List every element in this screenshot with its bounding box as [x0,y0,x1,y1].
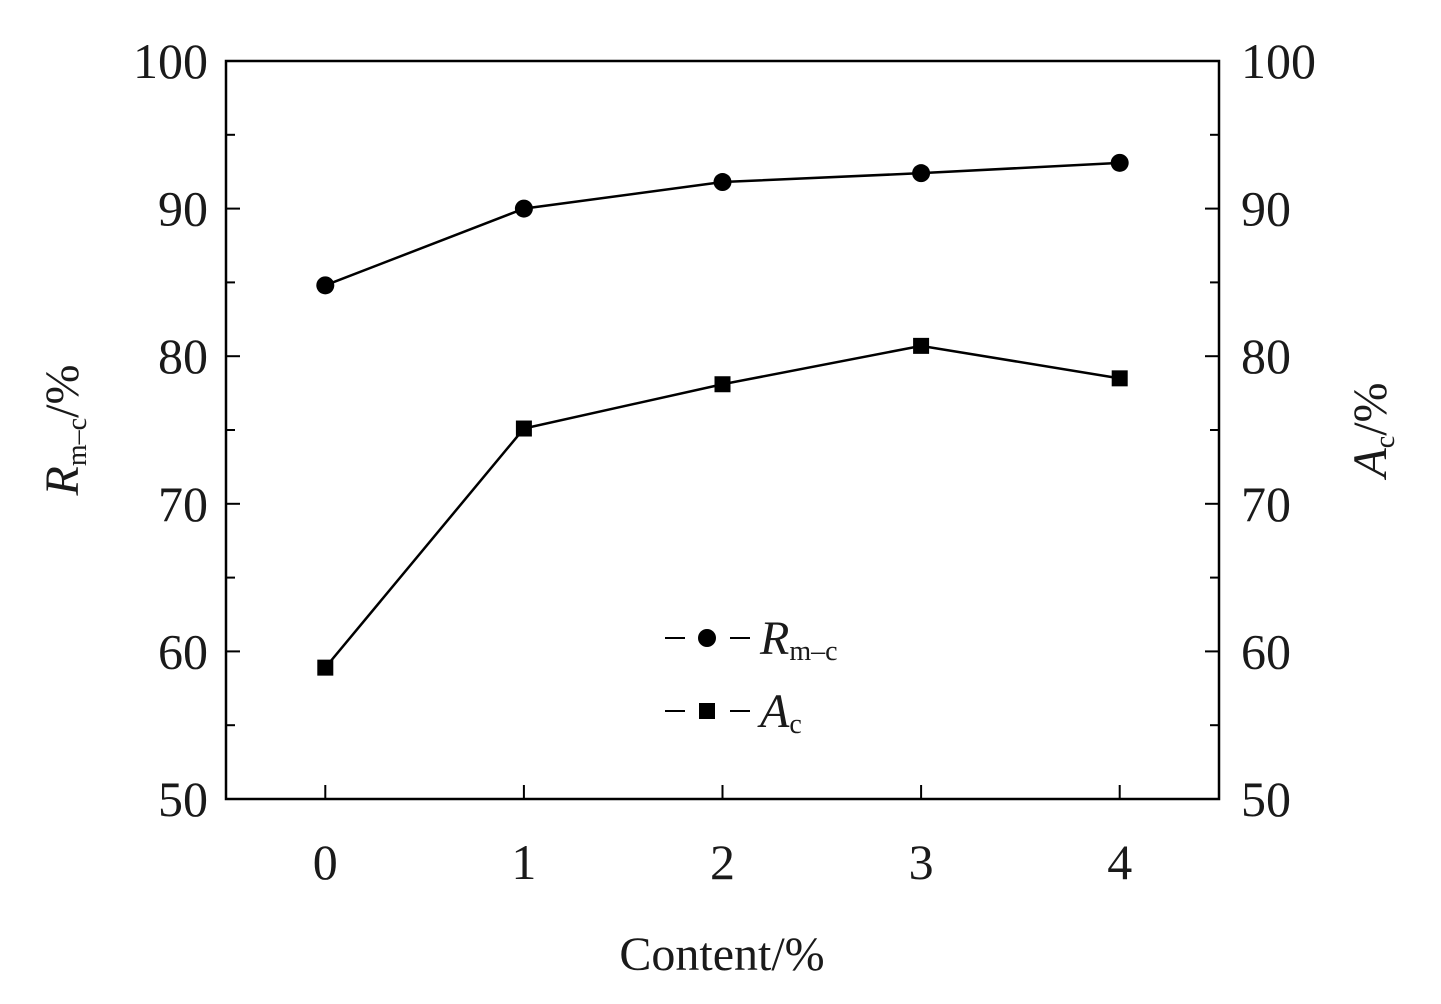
data-point-1 [317,659,334,676]
x-tick-label: 0 [313,834,338,890]
y-axis-title-right-suffix: /% [1344,382,1397,435]
legend-label-1-sub: c [789,709,801,740]
y-tick-label-right: 70 [1241,476,1291,532]
markers [316,153,1129,676]
y-tick-label-left: 90 [158,181,208,237]
data-point-0 [912,164,931,183]
y-tick-label-right: 60 [1241,623,1291,679]
data-point-0 [514,199,533,218]
legend-label-1: Ac [757,685,802,740]
y-tick-label-left: 60 [158,623,208,679]
data-point-1 [1111,370,1128,387]
x-tick-label: 1 [511,834,536,890]
legend-item-1: Ac [665,685,802,740]
y-tick-label-right: 90 [1241,181,1291,237]
data-point-1 [515,420,532,437]
y-tick-label-right: 50 [1241,771,1291,827]
x-tick-label: 3 [909,834,934,890]
legend-label-0-main: R [759,612,789,665]
y-axis-title-left-main: R [36,466,89,496]
data-point-0 [1110,153,1129,172]
y-tick-label-left: 80 [158,328,208,384]
plot-frame [224,59,1221,801]
x-tick-label: 4 [1107,834,1132,890]
legend-item-0: Rm–c [665,612,838,667]
ticks [226,133,1219,799]
data-point-0 [713,173,732,192]
y-axis-title-right-sub: c [1370,436,1401,448]
series-lines [324,161,1120,669]
tick-labels: 50 50 60 60 70 70 80 80 90 90 100 100 0 1 2 3 4 [133,33,1316,890]
y-tick-label-left: 100 [133,33,208,89]
y-tick-label-left: 70 [158,476,208,532]
y-axis-title-right: Ac/% [1344,382,1401,480]
y-tick-label-right: 80 [1241,328,1291,384]
y-axis-title-left: Rm–c/% [36,365,93,497]
x-tick-label: 2 [710,834,735,890]
legend-label-1-main: A [757,685,790,738]
y-axis-title-left-suffix: /% [36,365,89,418]
series-line-1 [324,344,1120,669]
x-axis-title: Content/% [619,928,824,981]
legend: Rm–c Ac [665,612,838,740]
data-point-1 [913,337,930,354]
y-axis-title-left-sub: m–c [62,418,93,466]
legend-label-0-sub: m–c [789,636,837,667]
legend-marker-1 [699,703,715,719]
y-tick-label-right: 100 [1241,33,1316,89]
data-point-0 [316,276,335,295]
y-tick-label-left: 50 [158,771,208,827]
legend-marker-0 [698,629,716,647]
legend-label-0: Rm–c [759,612,838,667]
data-point-1 [714,376,731,393]
y-axis-title-right-main: A [1344,448,1397,481]
